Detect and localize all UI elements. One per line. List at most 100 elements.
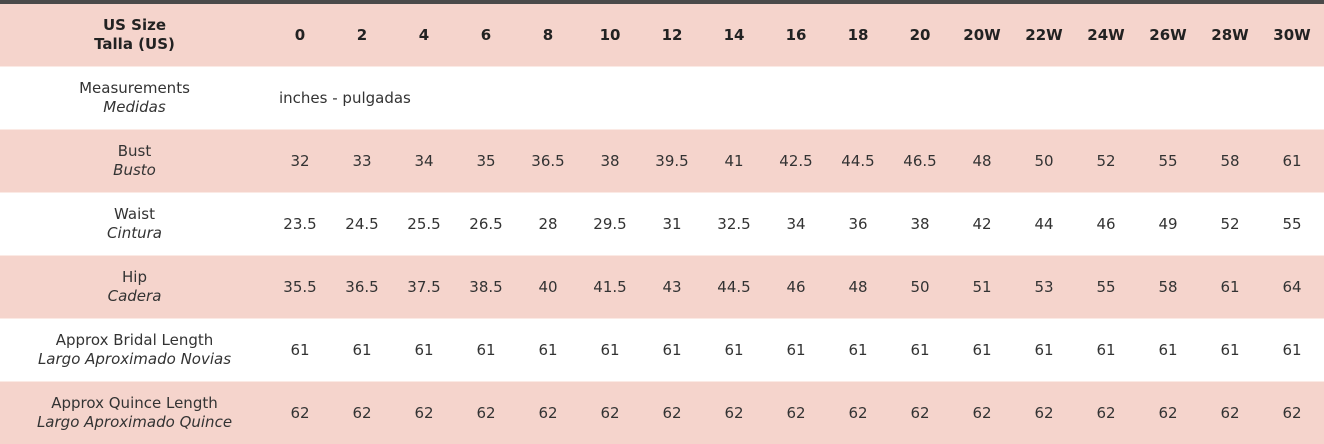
value-cell: 38.5 — [469, 278, 503, 296]
value-cell: 62 — [600, 404, 620, 422]
value-cell: 62 — [1220, 404, 1240, 422]
value-cell: 61 — [352, 341, 372, 359]
value-cell: 46.5 — [903, 152, 937, 170]
value-cell: 62 — [1282, 404, 1302, 422]
value-cell: 24.5 — [345, 215, 379, 233]
value-cell: 62 — [848, 404, 868, 422]
value-cell: 61 — [972, 341, 992, 359]
size-header-cell: 18 — [847, 26, 869, 44]
row-label-es: Busto — [113, 161, 156, 179]
value-cell: 23.5 — [283, 215, 317, 233]
size-header-cell: 20W — [963, 26, 1001, 44]
value-cell: 61 — [1158, 341, 1178, 359]
row-label-es: Largo Aproximado Quince — [36, 413, 233, 431]
value-cell: 62 — [1034, 404, 1054, 422]
value-cell: 50 — [910, 278, 930, 296]
row-label: Waist Cintura — [0, 205, 269, 243]
value-cell: 25.5 — [407, 215, 441, 233]
size-header-cell: 20 — [909, 26, 931, 44]
value-cell: 61 — [662, 341, 682, 359]
row-label-en: Hip — [122, 268, 147, 286]
value-cell: 61 — [1220, 341, 1240, 359]
value-cell: 34 — [786, 215, 806, 233]
value-cell: 42 — [972, 215, 992, 233]
value-cell: 41.5 — [593, 278, 627, 296]
value-cell: 52 — [1220, 215, 1240, 233]
value-cell: 33 — [352, 152, 372, 170]
measurements-label-en: Measurements — [79, 79, 190, 97]
row-label-en: Approx Quince Length — [51, 394, 218, 412]
value-cell: 62 — [910, 404, 930, 422]
value-cell: 41 — [724, 152, 744, 170]
value-cell: 39.5 — [655, 152, 689, 170]
value-cell: 61 — [910, 341, 930, 359]
value-cell: 61 — [848, 341, 868, 359]
value-cell: 53 — [1034, 278, 1054, 296]
value-cell: 61 — [414, 341, 434, 359]
row-label-en: Waist — [114, 205, 155, 223]
value-cell: 37.5 — [407, 278, 441, 296]
value-cell: 36.5 — [531, 152, 565, 170]
value-cell: 61 — [1220, 278, 1240, 296]
value-cell: 34 — [414, 152, 434, 170]
row-label-es: Cintura — [107, 224, 162, 242]
value-cell: 61 — [1282, 152, 1302, 170]
measurements-label-es: Medidas — [103, 98, 166, 116]
value-cell: 62 — [1158, 404, 1178, 422]
value-cell: 46 — [786, 278, 806, 296]
size-header-cell: 6 — [480, 26, 492, 44]
value-cell: 62 — [786, 404, 806, 422]
value-cell: 44.5 — [841, 152, 875, 170]
value-cell: 61 — [1034, 341, 1054, 359]
row-label-es: Cadera — [107, 287, 162, 305]
value-cell: 61 — [724, 341, 744, 359]
measurement-row: Approx Bridal Length Largo Aproximado Nov… — [0, 318, 1324, 381]
value-cell: 62 — [972, 404, 992, 422]
value-cell: 62 — [538, 404, 558, 422]
header-row: US Size Talla (US) 0 2 4 6 8 10 12 14 16 18 20 20W 2… — [0, 4, 1324, 66]
value-cell: 62 — [352, 404, 372, 422]
size-header-cell: 4 — [418, 26, 430, 44]
size-label: US Size Talla (US) — [0, 16, 269, 54]
measurement-row: Waist Cintura 23.5 24.5 25.5 26.5 28 29.5 31 32.5… — [0, 192, 1324, 255]
value-cell: 61 — [1282, 341, 1302, 359]
size-header-cell: 22W — [1025, 26, 1063, 44]
value-cell: 61 — [786, 341, 806, 359]
value-cell: 61 — [1096, 341, 1116, 359]
size-header-cell: 28W — [1211, 26, 1249, 44]
value-cell: 55 — [1282, 215, 1302, 233]
value-cell: 35.5 — [283, 278, 317, 296]
value-cell: 62 — [1096, 404, 1116, 422]
value-cell: 62 — [414, 404, 434, 422]
row-label-es: Largo Aproximado Novias — [37, 350, 232, 368]
size-header-cell: 24W — [1087, 26, 1125, 44]
value-cell: 62 — [476, 404, 496, 422]
size-header-cell: 12 — [661, 26, 683, 44]
value-cell: 61 — [538, 341, 558, 359]
value-cell: 40 — [538, 278, 558, 296]
row-label: Approx Bridal Length Largo Aproximado Nov… — [0, 331, 269, 369]
value-cell: 62 — [662, 404, 682, 422]
size-label-en: US Size — [102, 16, 167, 34]
unit-label: inches - pulgadas — [279, 89, 411, 107]
value-cell: 51 — [972, 278, 992, 296]
value-cell: 28 — [538, 215, 558, 233]
value-cell: 38 — [910, 215, 930, 233]
value-cell: 61 — [600, 341, 620, 359]
size-header-cell: 14 — [723, 26, 745, 44]
value-cell: 50 — [1034, 152, 1054, 170]
value-cell: 61 — [290, 341, 310, 359]
row-label: Approx Quince Length Largo Aproximado Qui… — [0, 394, 269, 432]
value-cell: 26.5 — [469, 215, 503, 233]
measurements-row: Measurements Medidas inches - pulgadas — [0, 66, 1324, 129]
measurement-row: Hip Cadera 35.5 36.5 37.5 38.5 40 41.5 43 44.5 46 4… — [0, 255, 1324, 318]
row-label: Hip Cadera — [0, 268, 269, 306]
size-header-cell: 10 — [599, 26, 621, 44]
size-header-cell: 2 — [356, 26, 368, 44]
value-cell: 58 — [1158, 278, 1178, 296]
size-header-cell: 26W — [1149, 26, 1187, 44]
size-header-cell: 0 — [294, 26, 306, 44]
size-chart-table: US Size Talla (US) 0 2 4 6 8 10 12 14 16 18 20 20W 2… — [0, 4, 1324, 444]
value-cell: 44.5 — [717, 278, 751, 296]
value-cell: 31 — [662, 215, 682, 233]
